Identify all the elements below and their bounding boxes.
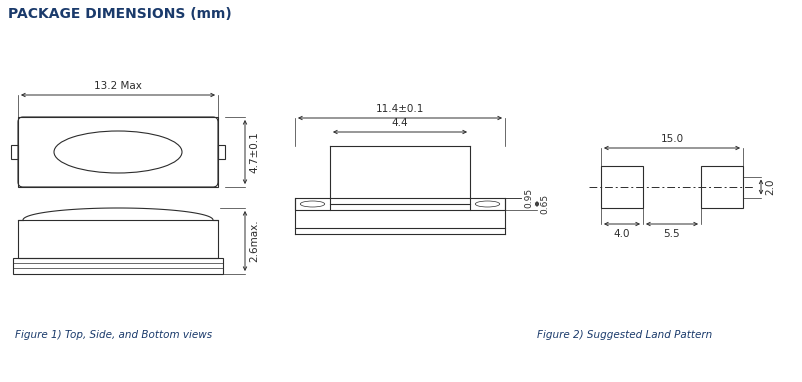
Text: Figure 2) Suggested Land Pattern: Figure 2) Suggested Land Pattern (537, 330, 712, 340)
Text: 0.95: 0.95 (524, 188, 533, 208)
Text: Figure 1) Top, Side, and Bottom views: Figure 1) Top, Side, and Bottom views (15, 330, 212, 340)
Text: 13.2 Max: 13.2 Max (94, 81, 142, 91)
Text: PACKAGE DIMENSIONS (mm): PACKAGE DIMENSIONS (mm) (8, 7, 232, 21)
Text: 0.65: 0.65 (540, 194, 549, 214)
Text: 2.6max.: 2.6max. (249, 220, 259, 262)
Text: 15.0: 15.0 (660, 134, 683, 144)
Text: 4.4: 4.4 (391, 118, 408, 128)
Text: 4.0: 4.0 (614, 229, 630, 239)
Text: 2.0: 2.0 (765, 179, 775, 195)
Text: 4.7±0.1: 4.7±0.1 (249, 131, 259, 173)
Text: 5.5: 5.5 (664, 229, 680, 239)
Text: 11.4±0.1: 11.4±0.1 (376, 104, 424, 114)
